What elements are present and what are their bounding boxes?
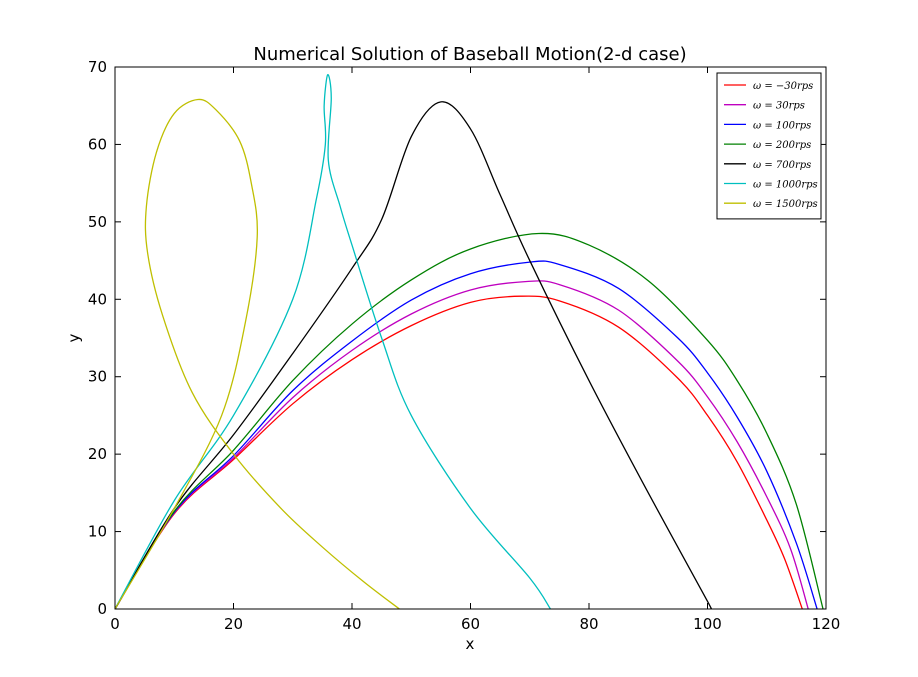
y-tick-label: 70 [88,58,107,76]
series-line-5 [115,74,552,609]
legend-label-5: ω = 1000rps [753,180,818,191]
ticks-layer: 0 20 40 60 80 100 120 0 10 20 30 40 50 60 70 [88,58,840,633]
series-line-4 [115,101,713,609]
legend-box [716,72,822,220]
x-tick-label: 100 [693,615,722,633]
x-tick-label: 40 [342,615,361,633]
series-line-2 [115,260,818,609]
x-tick-label: 80 [579,615,598,633]
legend-label-3: ω = 200rps [753,140,811,151]
y-tick-label: 0 [97,600,107,618]
legend-label-1: ω = 30rps [753,101,805,112]
y-tick-label: 30 [88,368,107,386]
series-line-0 [115,295,803,609]
x-tick-label: 0 [110,615,120,633]
legend-label-4: ω = 700rps [753,160,811,171]
legend-label-2: ω = 100rps [753,120,811,131]
series-layer [115,74,824,609]
series-line-1 [115,280,809,609]
y-tick-label: 60 [88,135,107,153]
legend: ω = −30rps ω = 30rps ω = 100rps ω = 200rps ω… [716,72,822,220]
y-tick-label: 50 [88,213,107,231]
x-tick-label: 60 [461,615,480,633]
series-line-6 [115,98,400,609]
x-axis-label: x [466,635,475,653]
x-tick-label: 20 [224,615,243,633]
legend-label-0: ω = −30rps [753,81,813,92]
y-tick-label: 40 [88,290,107,308]
y-tick-label: 20 [88,445,107,463]
series-line-3 [115,232,824,609]
x-tick-label: 120 [812,615,841,633]
chart-title: Numerical Solution of Baseball Motion(2-… [253,44,686,65]
y-axis-label: y [65,333,83,342]
y-tick-label: 10 [88,523,107,541]
legend-label-6: ω = 1500rps [753,199,818,210]
